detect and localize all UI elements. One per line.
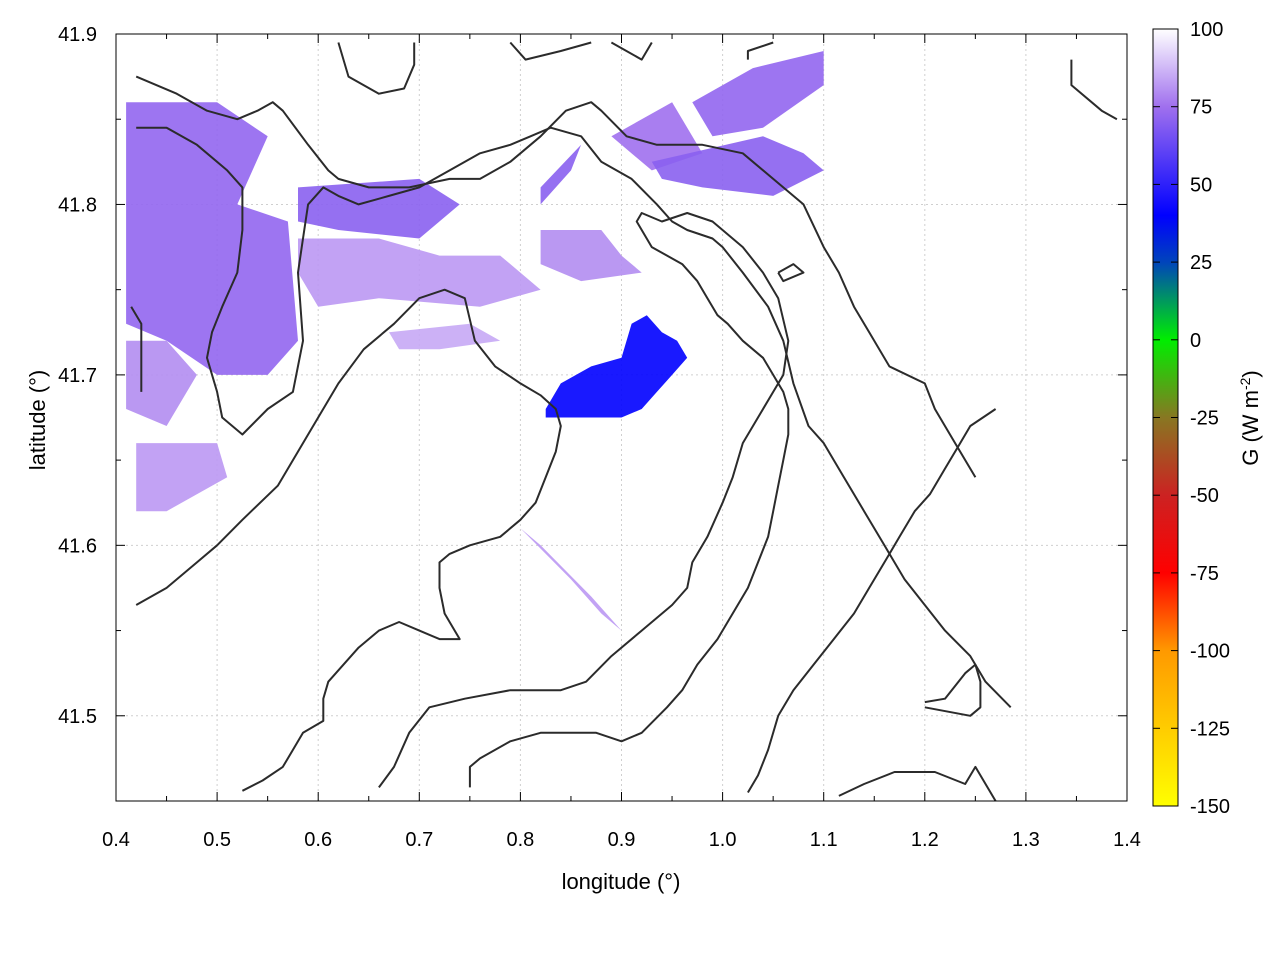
y-axis: 41.5 41.6 41.7 41.8 41.9 xyxy=(58,24,1127,728)
colorbar-label-close: ) xyxy=(1238,370,1263,377)
contour-line xyxy=(136,126,1012,709)
colorbar-tick-label: 75 xyxy=(1190,97,1212,119)
contour-line xyxy=(509,41,592,61)
x-tick-label: 0.8 xyxy=(506,829,534,851)
colorbar-tick-label: -125 xyxy=(1190,718,1230,740)
x-tick-label: 0.6 xyxy=(304,829,332,851)
contour-line xyxy=(746,41,774,60)
y-tick-label: 41.7 xyxy=(58,365,97,387)
contour-line xyxy=(924,663,982,717)
heatmap-region xyxy=(126,102,298,375)
colorbar-tick-label: 100 xyxy=(1190,19,1223,41)
heatmap-region xyxy=(651,136,824,196)
y-tick-label: 41.6 xyxy=(58,535,97,557)
colorbar-ticks: 100 75 50 25 0 -25 -50 -75 -100 -125 -150 xyxy=(1153,19,1230,818)
x-tick-label: 1.0 xyxy=(709,829,737,851)
y-tick-label: 41.9 xyxy=(58,24,97,46)
heatmap-region xyxy=(520,528,622,631)
contour-line xyxy=(610,41,653,61)
contour-line xyxy=(135,288,562,792)
x-axis: 0.4 0.5 0.6 0.7 0.8 0.9 1.0 1.1 1.2 1.3 1.4 xyxy=(102,34,1141,851)
colorbar-label-main: G (W m xyxy=(1238,390,1263,466)
heatmap-region xyxy=(540,230,642,282)
x-tick-label: 0.7 xyxy=(405,829,433,851)
x-tick-label: 0.5 xyxy=(203,829,231,851)
colorbar-tick-label: -75 xyxy=(1190,563,1219,585)
x-tick-label: 1.2 xyxy=(911,829,939,851)
colorbar-tick-label: 50 xyxy=(1190,174,1212,196)
x-tick-label: 1.1 xyxy=(810,829,838,851)
heatmap-region xyxy=(136,443,228,512)
colorbar-label-exponent: -2 xyxy=(1237,377,1253,390)
contour-line xyxy=(838,765,997,801)
colorbar-tick-label: -50 xyxy=(1190,485,1219,507)
heatmap-region xyxy=(545,315,688,418)
contour-layer xyxy=(130,41,1118,801)
heatmap-region xyxy=(298,178,460,239)
colorbar-tick-label: -25 xyxy=(1190,408,1219,430)
colorbar-tick-label: 25 xyxy=(1190,252,1212,274)
colorbar-label: G (W m-2) xyxy=(1237,370,1263,466)
heatmap-region xyxy=(611,102,703,171)
heatmap-region xyxy=(540,144,582,205)
x-tick-label: 0.9 xyxy=(608,829,636,851)
contour-line xyxy=(337,42,416,95)
x-tick-label: 1.3 xyxy=(1012,829,1040,851)
contour-line xyxy=(378,212,790,788)
heatmap-layer xyxy=(126,51,824,631)
x-axis-title: longitude (°) xyxy=(562,869,681,894)
colorbar-tick-label: -150 xyxy=(1190,796,1230,818)
contour-line xyxy=(130,306,143,392)
heatmap-region xyxy=(692,51,824,137)
x-tick-label: 1.4 xyxy=(1113,829,1141,851)
colorbar-tick-label: 0 xyxy=(1190,330,1201,352)
heatmap-region xyxy=(298,238,541,307)
y-axis-title: latitude (°) xyxy=(25,370,50,471)
heatmap-region xyxy=(126,340,197,426)
contour-line xyxy=(747,408,997,794)
x-tick-label: 0.4 xyxy=(102,829,130,851)
contour-line xyxy=(777,263,805,283)
colorbar-tick-label: -100 xyxy=(1190,641,1230,663)
y-tick-label: 41.8 xyxy=(58,194,97,216)
y-tick-label: 41.5 xyxy=(58,706,97,728)
contour-line xyxy=(1070,59,1118,121)
contour-line xyxy=(135,75,977,478)
